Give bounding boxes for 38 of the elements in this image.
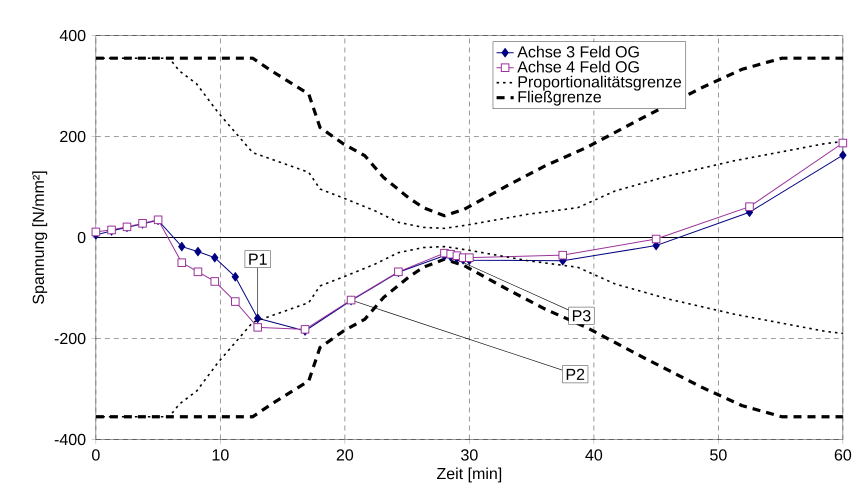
x-tick-label: 0 [92, 449, 100, 461]
x-tick-label: 50 [710, 449, 727, 461]
x-axis-title: Zeit [min] [436, 467, 502, 482]
point [839, 150, 847, 160]
point [211, 252, 218, 262]
annotation: P2 [566, 368, 584, 380]
point [253, 323, 262, 332]
x-tick-label: 60 [834, 449, 852, 461]
y-tick-label: -200 [54, 332, 86, 344]
point [465, 253, 474, 262]
legend-label: Achse 3 Feld OG [517, 46, 639, 58]
y-tick-label: 200 [60, 130, 86, 142]
y-axis-title: Spannung [N/mm²] [32, 172, 48, 304]
point [652, 234, 660, 244]
point [178, 242, 186, 252]
point [745, 202, 754, 211]
y-tick-label: 400 [60, 30, 86, 42]
legend-label: Proportionalitätsgrenze [518, 76, 682, 91]
point [92, 228, 100, 236]
point [232, 272, 239, 282]
point [194, 246, 202, 256]
annotation: P1 [249, 254, 267, 265]
x-tick-label: 30 [461, 449, 478, 461]
point [254, 313, 262, 324]
point [194, 268, 202, 276]
point [231, 297, 240, 306]
x-tick-label: 20 [336, 449, 354, 461]
point [838, 138, 848, 148]
point [210, 277, 220, 286]
legend-label: Achse 4 Feld OG [517, 60, 639, 72]
x-tick-label: 40 [585, 449, 602, 461]
annotation: P3 [572, 310, 590, 322]
y-tick-label: -400 [54, 434, 86, 446]
point [177, 258, 186, 268]
point [558, 250, 568, 260]
legend-label: Fließgrenze [518, 90, 602, 106]
x-tick-label: 10 [212, 449, 229, 461]
y-tick-label: 0 [78, 232, 86, 244]
